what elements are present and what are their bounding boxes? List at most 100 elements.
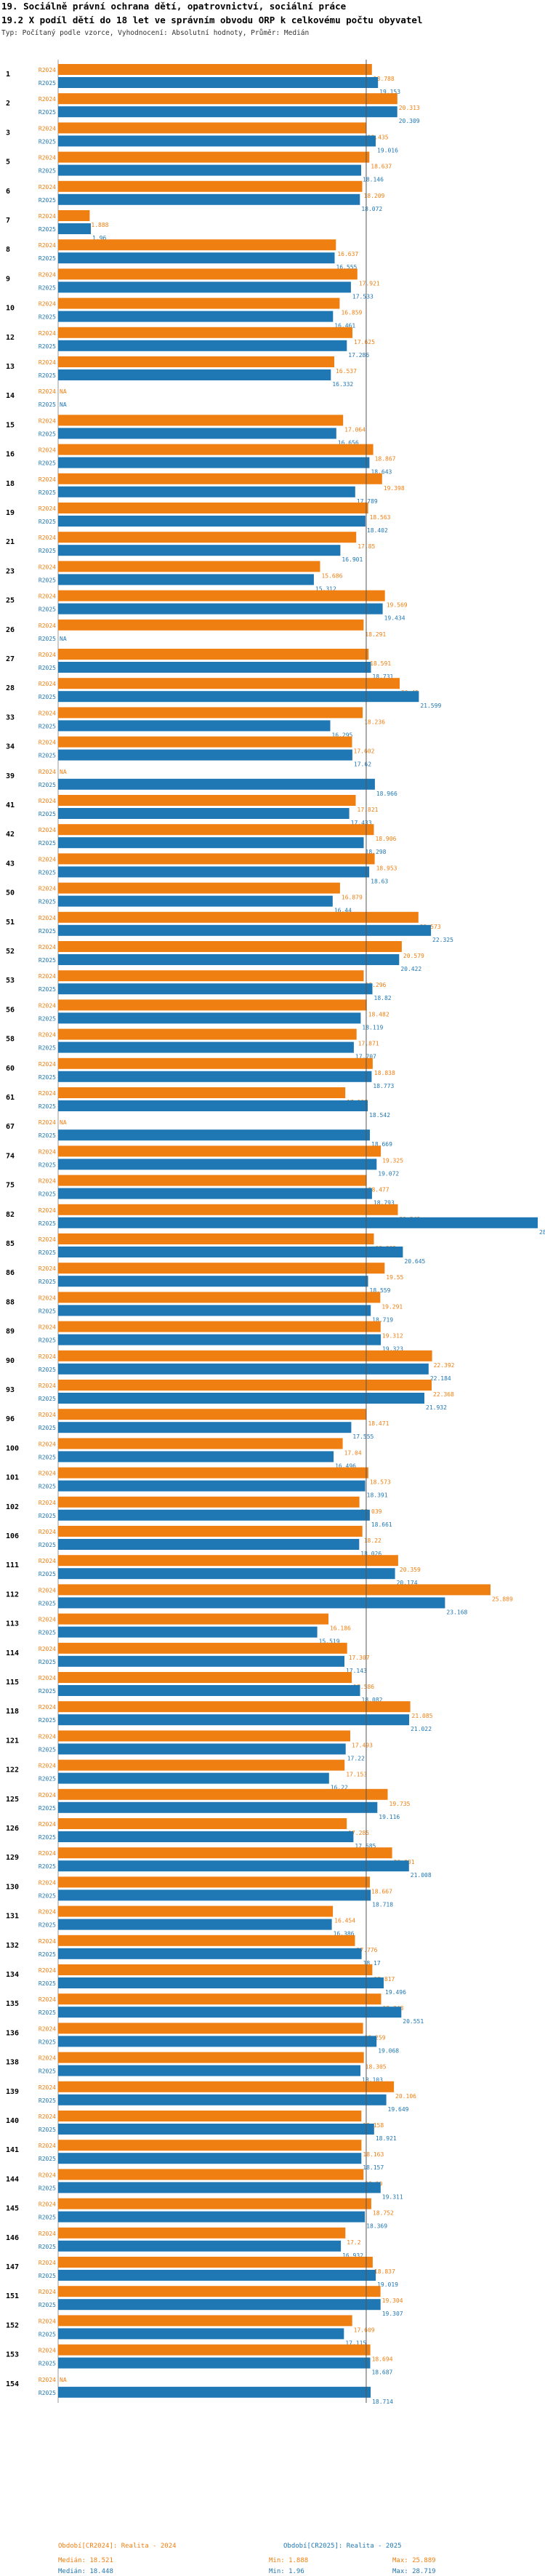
min-r2025: Min: 1.96 bbox=[269, 2568, 304, 2575]
data-label: 20.106 bbox=[395, 2093, 416, 2100]
series-label: R2024 bbox=[39, 2377, 56, 2383]
data-label: 20.174 bbox=[397, 1580, 418, 1586]
series-label: R2025 bbox=[39, 226, 56, 233]
series-label: R2024 bbox=[39, 2143, 56, 2149]
bar-r2024 bbox=[58, 1292, 381, 1303]
series-label: R2024 bbox=[39, 1090, 56, 1097]
series-label: R2024 bbox=[39, 1002, 56, 1009]
data-label: 16.932 bbox=[342, 2252, 363, 2259]
bar-r2025 bbox=[58, 2211, 366, 2223]
series-label: R2024 bbox=[39, 1148, 56, 1155]
series-label: R2024 bbox=[39, 2260, 56, 2266]
series-label: R2025 bbox=[39, 840, 56, 847]
data-label: 18.817 bbox=[374, 1976, 395, 1983]
series-label: R2025 bbox=[39, 986, 56, 993]
bar-r2024 bbox=[58, 1935, 355, 1946]
series-label: R2025 bbox=[39, 1074, 56, 1081]
series-label: R2024 bbox=[39, 535, 56, 541]
bar-r2024 bbox=[58, 1818, 347, 1829]
category-label: 101 bbox=[6, 1474, 19, 1482]
category-label: 43 bbox=[6, 860, 15, 868]
series-label: R2024 bbox=[39, 1471, 56, 1477]
bar-r2024 bbox=[58, 1759, 345, 1771]
series-label: R2025 bbox=[39, 811, 56, 817]
data-label: 19.649 bbox=[388, 2106, 409, 2113]
bar-r2025 bbox=[58, 2357, 371, 2369]
series-label: R2024 bbox=[39, 1733, 56, 1740]
category-label: 12 bbox=[6, 334, 15, 342]
category-label: 50 bbox=[6, 889, 15, 897]
data-label: 21.008 bbox=[411, 1872, 432, 1879]
bar-r2025 bbox=[58, 223, 91, 234]
bar-r2025 bbox=[58, 749, 352, 761]
category-label: 51 bbox=[6, 919, 15, 927]
bar-r2024 bbox=[58, 1788, 388, 1800]
bar-r2024 bbox=[58, 2198, 371, 2209]
series-label: R2025 bbox=[39, 577, 56, 583]
series-label: R2025 bbox=[39, 2244, 56, 2250]
category-label: 41 bbox=[6, 801, 15, 809]
series-label: R2025 bbox=[39, 1922, 56, 1929]
data-label: 19.311 bbox=[382, 2193, 403, 2200]
series-label: R2025 bbox=[39, 2039, 56, 2045]
bar-r2024 bbox=[58, 1350, 432, 1361]
bar-r2024 bbox=[58, 64, 372, 75]
series-label: R2024 bbox=[39, 1207, 56, 1214]
series-label: R2024 bbox=[39, 155, 56, 161]
data-label: 18.146 bbox=[363, 177, 384, 183]
category-label: 18 bbox=[6, 480, 15, 488]
data-label: 19.325 bbox=[382, 1157, 403, 1164]
series-label: R2024 bbox=[39, 1558, 56, 1564]
category-label: 8 bbox=[6, 246, 10, 254]
na-label: NA bbox=[60, 769, 67, 775]
category-label: 9 bbox=[6, 275, 10, 283]
data-label: 18.163 bbox=[363, 2151, 384, 2158]
category-label: 118 bbox=[6, 1708, 19, 1716]
series-label: R2024 bbox=[39, 1529, 56, 1535]
data-label: 16.295 bbox=[331, 732, 352, 738]
data-label: 19.072 bbox=[378, 1170, 399, 1177]
bar-r2024 bbox=[58, 356, 334, 367]
series-label: R2025 bbox=[39, 2215, 56, 2221]
series-label: R2025 bbox=[39, 636, 56, 642]
bar-r2024 bbox=[58, 151, 370, 163]
bar-r2024 bbox=[58, 1233, 374, 1244]
series-label: R2024 bbox=[39, 271, 56, 278]
data-label: 18.209 bbox=[363, 193, 384, 199]
category-label: 1 bbox=[6, 71, 10, 79]
series-label: R2025 bbox=[39, 1045, 56, 1052]
bar-r2025 bbox=[58, 720, 331, 732]
category-label: 139 bbox=[6, 2088, 19, 2096]
data-label: 18.305 bbox=[366, 2064, 387, 2071]
bar-r2024 bbox=[58, 93, 397, 105]
data-label: 18.435 bbox=[368, 134, 389, 140]
data-label: 18.966 bbox=[376, 791, 397, 797]
data-label: 16.22 bbox=[331, 1785, 348, 1791]
bar-r2024 bbox=[58, 1496, 360, 1508]
data-label: 16.496 bbox=[335, 1463, 356, 1469]
data-label: 22.325 bbox=[432, 937, 453, 943]
bar-r2024 bbox=[58, 1057, 373, 1069]
data-label: 18.838 bbox=[374, 1070, 395, 1076]
data-label: 20.579 bbox=[403, 953, 424, 959]
series-label: R2024 bbox=[39, 1763, 56, 1769]
series-label: R2025 bbox=[39, 343, 56, 350]
series-label: R2025 bbox=[39, 1746, 56, 1753]
bar-r2025 bbox=[58, 662, 371, 673]
series-label: R2024 bbox=[39, 1850, 56, 1857]
category-label: 125 bbox=[6, 1796, 19, 1804]
bar-r2024 bbox=[58, 473, 382, 484]
category-label: 132 bbox=[6, 1942, 19, 1950]
series-label: R2024 bbox=[39, 1061, 56, 1068]
bar-r2024 bbox=[58, 1321, 381, 1332]
category-label: 67 bbox=[6, 1123, 15, 1131]
data-label: 19.304 bbox=[382, 2297, 403, 2304]
data-label: 18.391 bbox=[367, 1492, 388, 1499]
series-label: R2024 bbox=[39, 1383, 56, 1389]
data-label: 17.285 bbox=[348, 1830, 369, 1836]
data-label: 18.082 bbox=[362, 1697, 383, 1703]
series-label: R2025 bbox=[39, 255, 56, 262]
bar-r2025 bbox=[58, 164, 361, 176]
category-label: 152 bbox=[6, 2321, 19, 2329]
data-label: 21.599 bbox=[420, 703, 441, 709]
